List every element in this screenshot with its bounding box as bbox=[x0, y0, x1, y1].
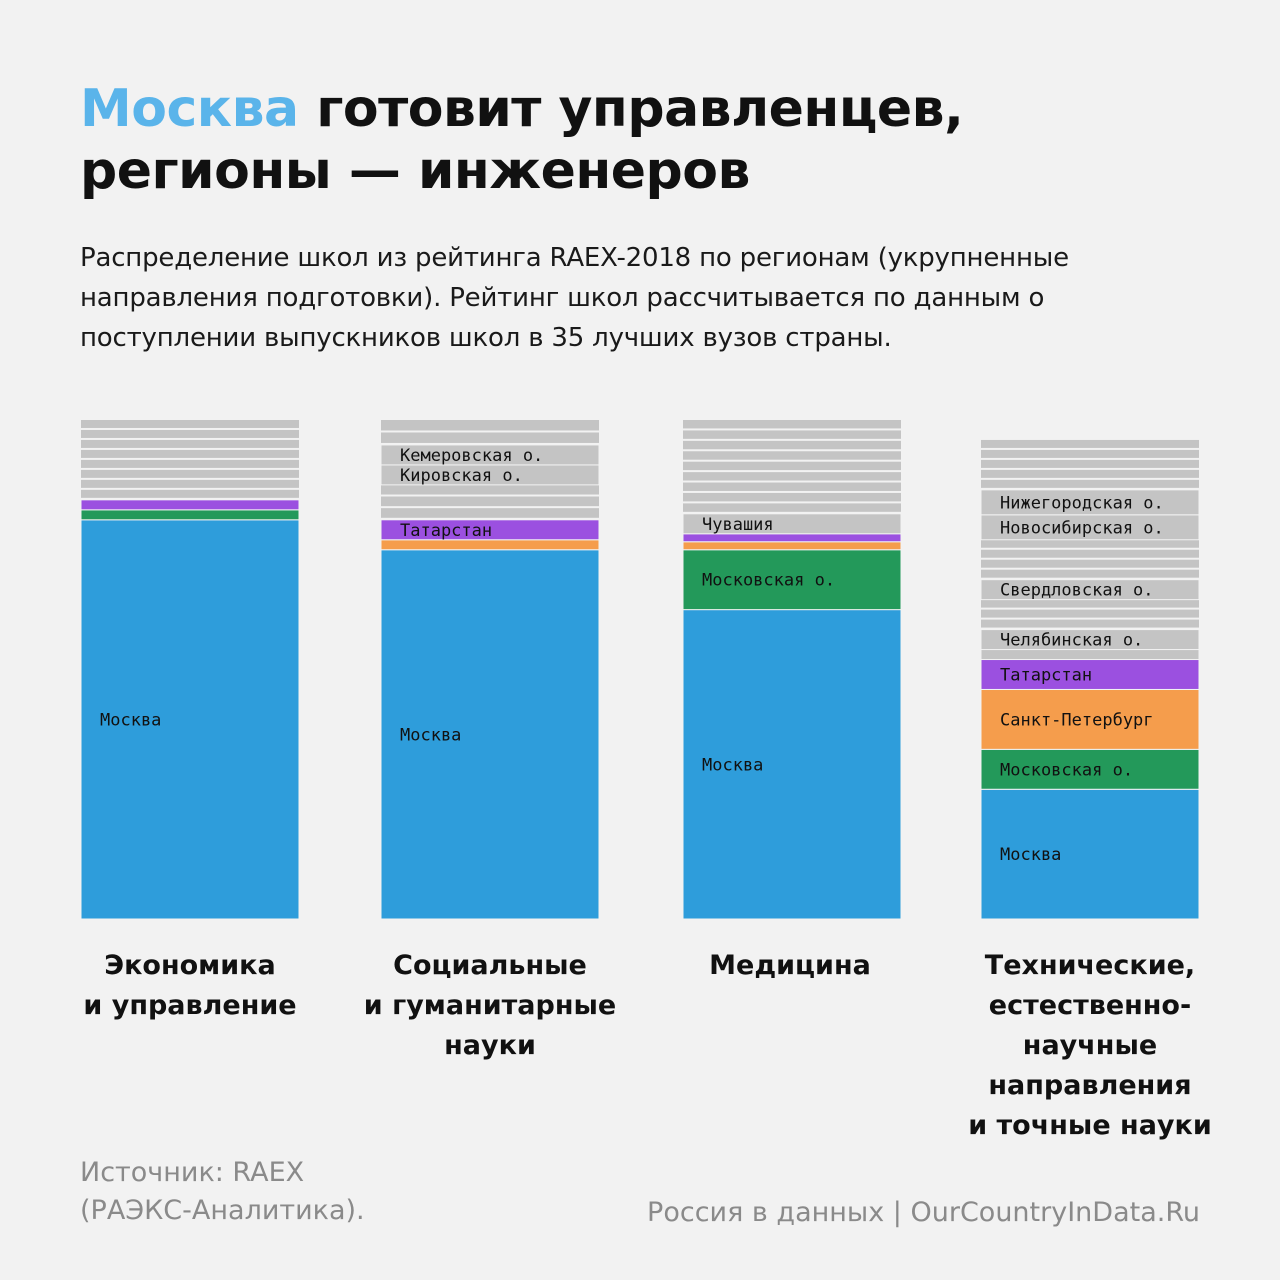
bar-segment-3-other-5-strip bbox=[683, 503, 901, 512]
bar-segment-1-москва bbox=[80, 519, 300, 920]
bar-segment-4-other-11-strip bbox=[981, 449, 1199, 458]
bar-segment-3-other-5-strip bbox=[683, 482, 901, 491]
bar-segment-4-санкт-петербург bbox=[980, 688, 1200, 750]
segment-label-2-татарстан: Татарстан bbox=[400, 521, 492, 541]
bar-segment-3-московская-о bbox=[682, 549, 902, 611]
category-label-social: Социальные и гуманитарные науки bbox=[363, 950, 617, 1061]
bar-segment-4-other-6-strip bbox=[981, 619, 1199, 628]
category-label-medicine: Медицина bbox=[709, 950, 871, 981]
segment-label-4-татарстан: Татарстан bbox=[1000, 665, 1092, 685]
category-label-technical: Технические, естественно- научные направ… bbox=[968, 950, 1212, 1141]
bar-segment-1-other-3-strip bbox=[81, 459, 299, 468]
bar-segment-2-москва bbox=[380, 549, 600, 920]
bar-segment-4-other-11-strip bbox=[981, 469, 1199, 478]
bar-segment-4-свердловская-о bbox=[980, 579, 1200, 601]
segment-label-4-свердловская-о: Свердловская о. bbox=[1000, 581, 1154, 601]
bar-segment-3-other-5-strip bbox=[683, 472, 901, 481]
bar-segment-1-other-3-strip bbox=[81, 449, 299, 458]
bar-segment-4-other-6-strip bbox=[981, 599, 1199, 608]
bar-segment-1-other-3-strip bbox=[81, 439, 299, 448]
bar-segment-3-other-5-strip bbox=[683, 440, 901, 450]
bar-segment-3-other-5-strip bbox=[683, 492, 901, 502]
bar-segment-1-other-3 bbox=[81, 420, 299, 498]
title-accent: Москва bbox=[80, 79, 299, 139]
bar-segment-3-москва bbox=[682, 609, 902, 920]
bar-segment-1-other-3-strip bbox=[81, 469, 299, 478]
segment-label-4-москва: Москва bbox=[1000, 845, 1061, 865]
segment-label-4-челябинская-о: Челябинская о. bbox=[1000, 631, 1143, 651]
bar-segment-2-кемеровская-о bbox=[380, 444, 600, 466]
bar-segment-1-московская-о bbox=[80, 509, 300, 521]
bar-segment-2-other-3-strip bbox=[381, 508, 599, 518]
bar-segment-2-other-6-strip bbox=[381, 432, 599, 443]
bar-segment-3-other-5-strip bbox=[683, 430, 901, 439]
bar-segment-4-московская-о bbox=[980, 748, 1200, 790]
bar-segment-4-other-11-strip bbox=[981, 459, 1199, 468]
bar-segment-3-татарстан bbox=[682, 533, 902, 543]
chart-title: Москва готовит управленцев, регионы — ин… bbox=[80, 78, 1220, 202]
chart-subtitle: Распределение школ из рейтинга RAEX-2018… bbox=[80, 243, 1069, 353]
segment-label-4-нижегородская-о: Нижегородская о. bbox=[1000, 493, 1164, 513]
segment-label-2-кемеровская-о: Кемеровская о. bbox=[400, 446, 543, 466]
source-note: Источник: RAEX (РАЭКС-Аналитика). bbox=[80, 1157, 365, 1226]
bar-segment-2-санкт-петербург bbox=[380, 539, 600, 551]
stacked-bar-chart: Москва Москва Татарстан Кировская о.Кемеров… bbox=[80, 420, 1200, 920]
bar-segment-2-other-3-strip bbox=[381, 496, 599, 507]
bar-segment-4-other-4 bbox=[980, 649, 1200, 661]
bar-segment-4-other-11-strip bbox=[981, 479, 1199, 488]
bar-segment-4-нижегородская-о bbox=[980, 489, 1200, 516]
bar-segment-3-other-5-strip bbox=[683, 461, 901, 471]
bar-segment-3-other-5-strip bbox=[683, 451, 901, 460]
segment-label-4-санкт-петербург: Санкт-Петербург bbox=[1000, 710, 1154, 730]
bar-segment-3-санкт-петербург bbox=[682, 541, 902, 551]
bar-segment-4-other-8-strip bbox=[981, 539, 1199, 548]
bar-segment-1-татарстан bbox=[80, 499, 300, 511]
bar-segment-4-other-8-strip bbox=[981, 569, 1199, 578]
bar-segment-2-other-6 bbox=[381, 420, 599, 443]
site-credit[interactable]: Россия в данных | OurCountryInData.Ru bbox=[647, 1197, 1200, 1228]
bar-segment-1-other-3-strip bbox=[81, 420, 299, 428]
bar-segment-4-москва bbox=[980, 788, 1200, 920]
segment-label-2-москва: Москва bbox=[400, 725, 461, 745]
bar-segment-4-other-11 bbox=[981, 439, 1199, 488]
bar-segment-4-челябинская-о bbox=[980, 629, 1200, 651]
category-label-economics: Экономика и управление bbox=[83, 950, 297, 1021]
bar-segment-4-other-8-strip bbox=[981, 559, 1199, 568]
bar-segment-4-other-8-strip bbox=[981, 549, 1199, 558]
segment-label-1-москва: Москва bbox=[100, 710, 161, 730]
bar-segment-2-other-3-strip bbox=[381, 484, 599, 495]
segment-label-4-московская-о: Московская о. bbox=[1000, 760, 1133, 780]
bar-segment-2-other-6-strip bbox=[381, 420, 599, 431]
bar-segment-1-other-3-strip bbox=[81, 429, 299, 438]
bar-segment-3-other-5 bbox=[683, 420, 901, 512]
segment-label-3-москва: Москва bbox=[702, 755, 763, 775]
segment-label-3-московская-о: Московская о. bbox=[702, 571, 835, 591]
segment-label-2-кировская-о: Кировская о. bbox=[400, 466, 523, 486]
bar-segment-4-other-11-strip bbox=[981, 439, 1199, 448]
bar-segment-3-other-5-strip bbox=[683, 420, 901, 429]
bar-segment-4-other-8 bbox=[981, 539, 1199, 578]
bar-segment-3-чувашия bbox=[682, 513, 902, 535]
bar-segment-4-other-6-strip bbox=[981, 609, 1199, 618]
segment-label-3-чувашия: Чувашия bbox=[702, 515, 774, 535]
segment-label-4-новосибирская-о: Новосибирская о. bbox=[1000, 518, 1164, 538]
bar-segment-1-other-3-strip bbox=[81, 489, 299, 498]
title-rest: готовит управленцев, регионы — инженеров bbox=[80, 79, 964, 201]
bar-segment-2-татарстан bbox=[380, 519, 600, 541]
bar-segment-1-other-3-strip bbox=[81, 479, 299, 488]
bar-segment-4-other-6 bbox=[981, 599, 1199, 628]
bar-segment-2-other-3 bbox=[381, 484, 599, 518]
